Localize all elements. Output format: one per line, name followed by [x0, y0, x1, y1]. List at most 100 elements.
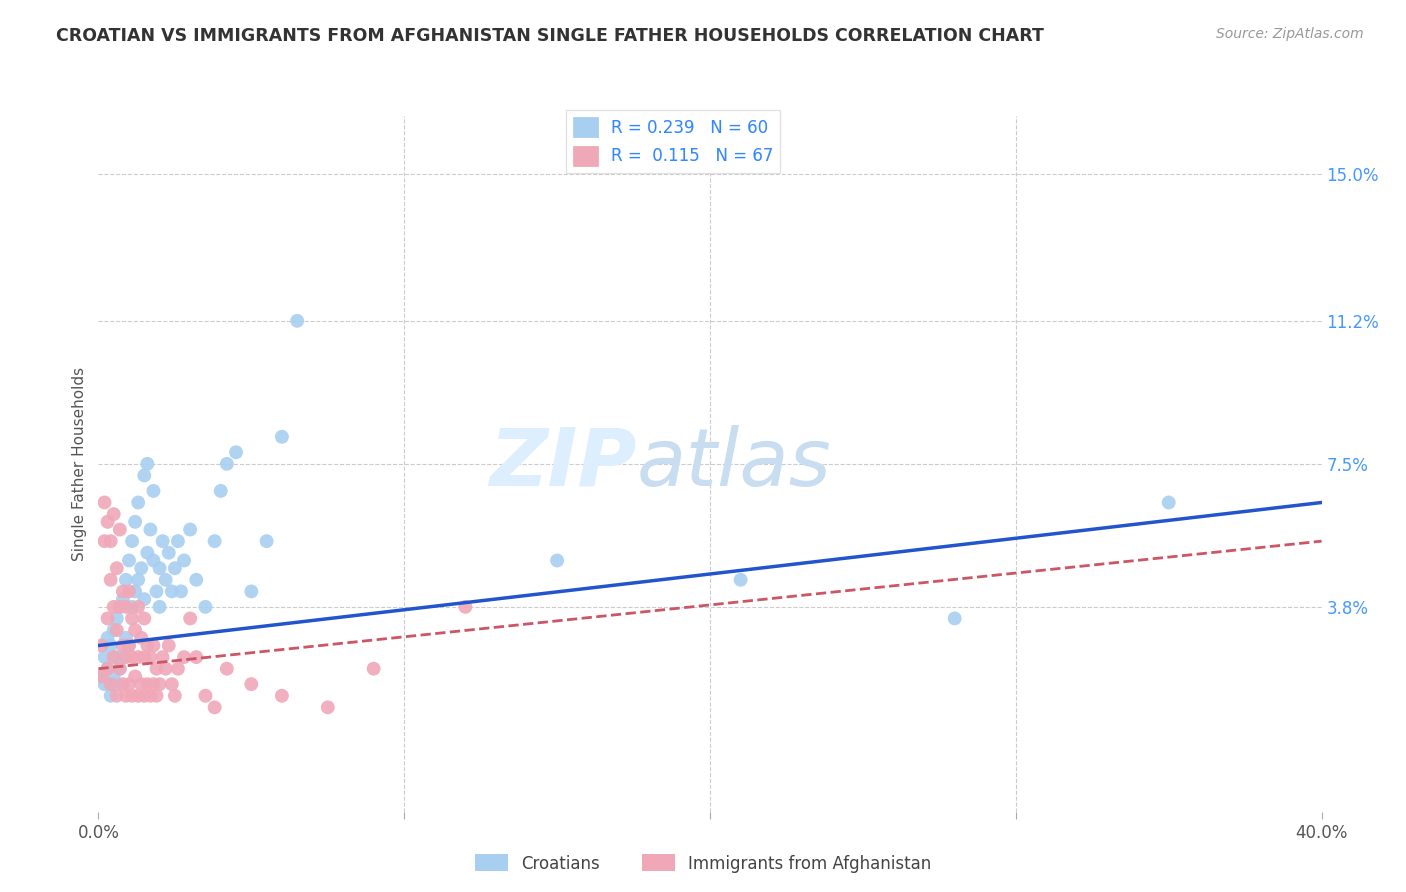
- Point: [179, 611, 201, 625]
- Point: [118, 639, 141, 653]
- Point: [363, 662, 385, 676]
- Point: [111, 592, 134, 607]
- Point: [152, 534, 174, 549]
- Point: [121, 599, 143, 614]
- Point: [142, 553, 165, 567]
- Point: [142, 483, 165, 498]
- Point: [124, 584, 146, 599]
- Point: [134, 650, 156, 665]
- Point: [167, 534, 190, 549]
- Point: [204, 700, 226, 714]
- Point: [546, 553, 568, 567]
- Text: ZIP: ZIP: [489, 425, 637, 503]
- Point: [111, 584, 134, 599]
- Point: [90, 669, 112, 683]
- Point: [155, 662, 177, 676]
- Point: [170, 584, 193, 599]
- Point: [285, 314, 308, 328]
- Point: [149, 561, 172, 575]
- Point: [97, 662, 120, 676]
- Point: [129, 631, 152, 645]
- Point: [454, 599, 477, 614]
- Y-axis label: Single Father Households: Single Father Households: [72, 367, 87, 561]
- Point: [105, 611, 128, 625]
- Point: [256, 534, 278, 549]
- Point: [270, 430, 292, 444]
- Point: [136, 546, 159, 560]
- Point: [121, 689, 143, 703]
- Legend: R = 0.239   N = 60, R =  0.115   N = 67: R = 0.239 N = 60, R = 0.115 N = 67: [567, 111, 780, 173]
- Point: [204, 534, 226, 549]
- Point: [160, 584, 183, 599]
- Point: [186, 573, 208, 587]
- Point: [103, 669, 125, 683]
- Point: [97, 515, 120, 529]
- Point: [145, 662, 167, 676]
- Point: [149, 677, 172, 691]
- Point: [129, 677, 152, 691]
- Point: [115, 573, 138, 587]
- Point: [215, 662, 238, 676]
- Point: [93, 534, 115, 549]
- Point: [108, 599, 131, 614]
- Point: [121, 650, 143, 665]
- Point: [105, 677, 128, 691]
- Point: [163, 561, 186, 575]
- Point: [215, 457, 238, 471]
- Legend: Croatians, Immigrants from Afghanistan: Croatians, Immigrants from Afghanistan: [468, 847, 938, 880]
- Point: [136, 639, 159, 653]
- Point: [730, 573, 752, 587]
- Point: [943, 611, 966, 625]
- Point: [240, 584, 263, 599]
- Text: Source: ZipAtlas.com: Source: ZipAtlas.com: [1216, 27, 1364, 41]
- Point: [108, 599, 131, 614]
- Point: [316, 700, 339, 714]
- Point: [186, 650, 208, 665]
- Point: [100, 689, 122, 703]
- Point: [118, 677, 141, 691]
- Point: [155, 573, 177, 587]
- Point: [139, 523, 162, 537]
- Point: [152, 650, 174, 665]
- Point: [105, 650, 128, 665]
- Point: [115, 631, 138, 645]
- Point: [157, 546, 180, 560]
- Point: [127, 599, 149, 614]
- Point: [160, 677, 183, 691]
- Point: [240, 677, 263, 691]
- Point: [139, 650, 162, 665]
- Point: [173, 553, 195, 567]
- Point: [157, 639, 180, 653]
- Point: [127, 573, 149, 587]
- Point: [134, 689, 156, 703]
- Point: [111, 639, 134, 653]
- Point: [90, 639, 112, 653]
- Point: [134, 611, 156, 625]
- Point: [115, 689, 138, 703]
- Point: [134, 468, 156, 483]
- Point: [100, 677, 122, 691]
- Point: [127, 650, 149, 665]
- Point: [108, 523, 131, 537]
- Point: [127, 495, 149, 509]
- Point: [105, 623, 128, 637]
- Point: [90, 669, 112, 683]
- Point: [121, 534, 143, 549]
- Point: [167, 662, 190, 676]
- Point: [142, 639, 165, 653]
- Point: [93, 650, 115, 665]
- Point: [105, 561, 128, 575]
- Point: [209, 483, 232, 498]
- Point: [194, 689, 217, 703]
- Point: [270, 689, 292, 703]
- Point: [100, 639, 122, 653]
- Point: [97, 611, 120, 625]
- Point: [127, 689, 149, 703]
- Point: [149, 599, 172, 614]
- Point: [115, 650, 138, 665]
- Point: [179, 523, 201, 537]
- Point: [103, 650, 125, 665]
- Point: [136, 677, 159, 691]
- Point: [173, 650, 195, 665]
- Point: [108, 662, 131, 676]
